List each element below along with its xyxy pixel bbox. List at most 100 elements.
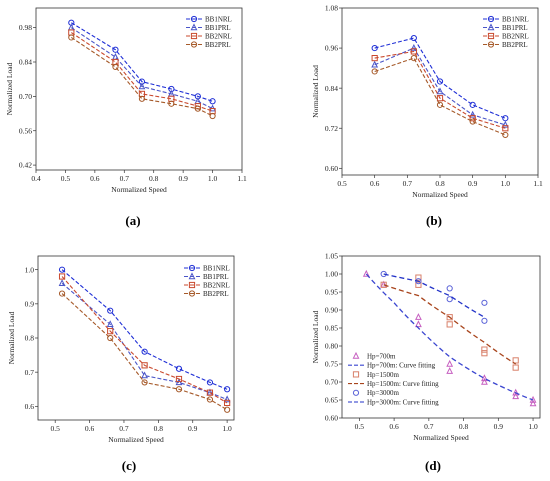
data-point: [469, 101, 476, 108]
data-point: [446, 314, 453, 321]
data-point: [107, 334, 114, 342]
y-axis-label: Normalized Load: [311, 65, 320, 118]
data-point: [512, 388, 520, 396]
legend-marker: [487, 15, 495, 23]
data-point: [481, 374, 488, 382]
legend-label: Hp=3000m: Curve fitting: [367, 398, 439, 406]
x-tick-label: 0.6: [85, 424, 95, 433]
x-tick-label: 0.4: [31, 174, 41, 183]
y-tick-label: 1.08: [325, 4, 338, 13]
series-line: [61, 293, 228, 411]
x-tick-label: 1.0: [208, 174, 218, 183]
data-point: [512, 364, 519, 371]
y-tick-label: 1.00: [325, 270, 338, 279]
legend-marker: [352, 371, 360, 378]
x-tick-label: 1.0: [222, 424, 232, 433]
y-tick-label: 0.65: [325, 396, 338, 405]
data-point: [107, 328, 114, 335]
data-point: [138, 82, 146, 90]
x-tick-label: 0.6: [370, 179, 380, 188]
data-point: [371, 55, 378, 62]
y-tick-label: 0.85: [325, 324, 338, 333]
data-point: [209, 112, 216, 120]
legend-marker: [352, 389, 360, 396]
data-point: [58, 273, 66, 280]
data-point: [194, 105, 201, 112]
x-tick-label: 0.7: [403, 179, 413, 188]
series-hp-1500m: [380, 274, 519, 371]
series-bb2nrl: [58, 273, 231, 407]
legend-marker: [487, 41, 495, 48]
data-point: [415, 274, 422, 281]
legend-marker: [190, 15, 198, 23]
y-tick-label: 0.70: [19, 92, 32, 101]
y-tick-label: 0.56: [19, 126, 32, 135]
data-point: [481, 299, 488, 306]
legend-label: Hp=3000m: [367, 389, 400, 397]
series-hp-1500m-curve-fitting: [383, 284, 517, 365]
y-tick-label: 0.8: [25, 334, 35, 343]
x-tick-label: 0.7: [119, 424, 129, 433]
y-tick-label: 0.98: [19, 23, 32, 32]
data-point: [206, 389, 214, 396]
data-point: [436, 101, 444, 108]
data-point: [380, 281, 387, 288]
data-point: [371, 44, 378, 52]
panel-label: (d): [425, 458, 441, 473]
x-tick-label: 1.1: [237, 174, 247, 183]
data-point: [206, 396, 214, 403]
y-tick-label: 0.95: [325, 288, 338, 297]
data-point: [175, 365, 183, 372]
chart-panel-2: 0.5 0.6 0.7 0.8 0.9 1.0 1.1 0.60 0.72 0.84 0.96 1.0…: [311, 4, 543, 228]
x-tick-label: 0.8: [154, 424, 164, 433]
legend-marker: [190, 32, 198, 40]
legend-label: BB1NRL: [502, 15, 529, 23]
data-point: [107, 307, 114, 314]
y-axis-label: Normalized Load: [7, 311, 16, 364]
legend-marker: [190, 41, 198, 48]
x-tick-label: 0.6: [389, 422, 399, 431]
data-point: [436, 78, 444, 85]
y-axis-label: Normalized Load: [311, 310, 320, 363]
y-tick-label: 0.72: [325, 124, 338, 133]
legend-label: BB2NRL: [203, 281, 230, 289]
chart-panel-1: 0.4 0.5 0.6 0.7 0.8 0.9 1.0 1.1 0.42 0.56 0.70 0.84…: [5, 7, 247, 228]
y-tick-label: 0.60: [325, 164, 338, 173]
series-bb1nrl: [58, 266, 231, 393]
data-point: [446, 296, 453, 303]
data-point: [68, 34, 75, 41]
y-tick-label: 0.75: [325, 360, 338, 369]
data-point: [501, 120, 509, 128]
legend-label: BB2PRL: [205, 41, 231, 49]
x-tick-label: 0.5: [337, 179, 347, 188]
data-point: [415, 281, 422, 288]
x-tick-label: 0.5: [355, 422, 365, 431]
x-axis-label: Normalized Speed: [412, 190, 468, 199]
x-tick-label: 0.7: [424, 422, 434, 431]
data-point: [415, 313, 422, 320]
data-point: [141, 379, 148, 386]
chart-panel-3: 0.5 0.6 0.7 0.8 0.9 1.0 0.6 0.7 0.8 0.9 1.0 Normali…: [7, 255, 235, 473]
data-point: [512, 357, 519, 364]
data-point: [469, 118, 476, 125]
y-tick-label: 0.9: [25, 299, 35, 308]
y-tick-label: 1.05: [325, 252, 338, 261]
data-point: [436, 95, 444, 102]
x-axis-label: Normalized Speed: [108, 435, 164, 444]
y-tick-label: 0.70: [325, 378, 338, 387]
data-point: [529, 399, 537, 407]
data-point: [512, 392, 520, 400]
data-point: [112, 46, 119, 53]
data-point: [138, 95, 146, 102]
x-axis-label: Normalized Speed: [111, 185, 167, 194]
data-point: [371, 60, 379, 68]
y-tick-label: 0.6: [25, 402, 35, 411]
data-point: [141, 371, 149, 379]
data-point: [410, 43, 418, 51]
data-point: [58, 266, 66, 273]
data-point: [223, 395, 231, 403]
panel-label: (a): [125, 213, 140, 228]
series-line: [71, 32, 213, 112]
series-line: [374, 47, 506, 126]
x-tick-label: 0.5: [61, 174, 71, 183]
